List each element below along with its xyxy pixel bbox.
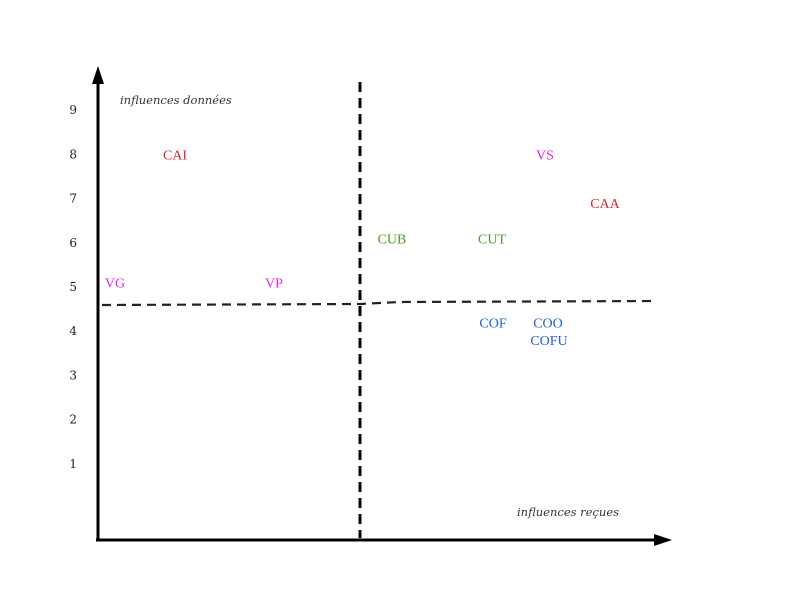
x-axis-arrow xyxy=(654,534,672,546)
y-tick-label: 9 xyxy=(69,103,77,117)
y-tick-label: 7 xyxy=(69,192,77,206)
point-label-cof: COF xyxy=(479,316,506,331)
x-axis-title: influences reçues xyxy=(517,505,619,519)
point-label-vg: VG xyxy=(105,277,125,292)
point-label-cofu: COFU xyxy=(530,334,567,349)
horizontal-divider xyxy=(101,299,656,307)
y-tick-labels: 1 2 3 4 5 6 7 8 9 xyxy=(69,103,77,471)
y-tick-label: 5 xyxy=(69,280,77,294)
point-label-coo: COO xyxy=(533,316,563,331)
point-label-vp: VP xyxy=(265,277,283,292)
dividers xyxy=(101,82,656,538)
y-tick-label: 2 xyxy=(69,413,77,427)
y-tick-label: 3 xyxy=(69,368,77,382)
y-axis-arrow xyxy=(92,66,104,84)
axes xyxy=(92,66,672,546)
point-label-cub: CUB xyxy=(378,232,407,247)
point-label-caa: CAA xyxy=(590,197,620,212)
y-tick-label: 1 xyxy=(69,457,77,471)
point-label-vs: VS xyxy=(536,148,554,163)
y-axis-title: influences données xyxy=(120,93,232,107)
point-label-cut: CUT xyxy=(478,232,506,247)
y-tick-label: 6 xyxy=(69,236,77,250)
data-points: CAI VS CAA CUB CUT VG VP COF COO COFU xyxy=(105,148,621,349)
y-tick-label: 4 xyxy=(69,324,77,338)
y-tick-label: 8 xyxy=(69,147,77,161)
point-label-cai: CAI xyxy=(163,148,187,163)
